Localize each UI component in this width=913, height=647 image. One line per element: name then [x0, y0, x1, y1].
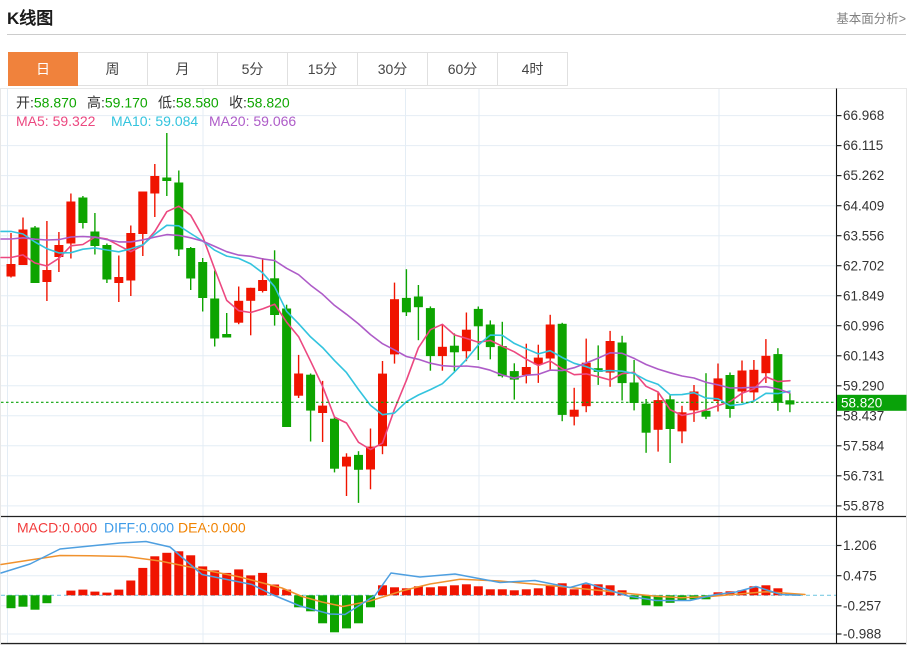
svg-text:57.584: 57.584: [843, 438, 885, 453]
svg-text:64.409: 64.409: [843, 198, 884, 213]
svg-text:MA20: 59.066: MA20: 59.066: [209, 113, 296, 129]
svg-text:DEA:0.000: DEA:0.000: [178, 519, 246, 535]
svg-text:58.820: 58.820: [841, 395, 882, 410]
svg-text:1.206: 1.206: [843, 538, 877, 553]
svg-text:低:58.580: 低:58.580: [158, 95, 219, 111]
svg-text:55.878: 55.878: [843, 499, 884, 514]
svg-text:66.968: 66.968: [843, 108, 884, 123]
svg-text:开:58.870: 开:58.870: [16, 95, 77, 111]
svg-text:62.702: 62.702: [843, 258, 884, 273]
svg-text:59.290: 59.290: [843, 378, 884, 393]
svg-text:-0.988: -0.988: [843, 627, 881, 642]
svg-text:60.143: 60.143: [843, 348, 884, 363]
svg-text:65.262: 65.262: [843, 168, 884, 183]
svg-text:58.437: 58.437: [843, 408, 884, 423]
svg-text:-0.257: -0.257: [843, 598, 881, 613]
svg-text:收:58.820: 收:58.820: [229, 95, 290, 111]
svg-text:MA5: 59.322: MA5: 59.322: [16, 113, 96, 129]
svg-text:61.849: 61.849: [843, 288, 884, 303]
svg-text:66.115: 66.115: [843, 138, 883, 153]
svg-text:MA10: 59.084: MA10: 59.084: [111, 113, 198, 129]
svg-text:56.731: 56.731: [843, 468, 884, 483]
svg-text:MACD:0.000: MACD:0.000: [17, 519, 97, 535]
svg-text:60.996: 60.996: [843, 318, 884, 333]
svg-text:DIFF:0.000: DIFF:0.000: [104, 519, 174, 535]
svg-text:0.475: 0.475: [843, 568, 877, 583]
svg-text:高:59.170: 高:59.170: [87, 95, 148, 111]
svg-text:63.556: 63.556: [843, 228, 884, 243]
